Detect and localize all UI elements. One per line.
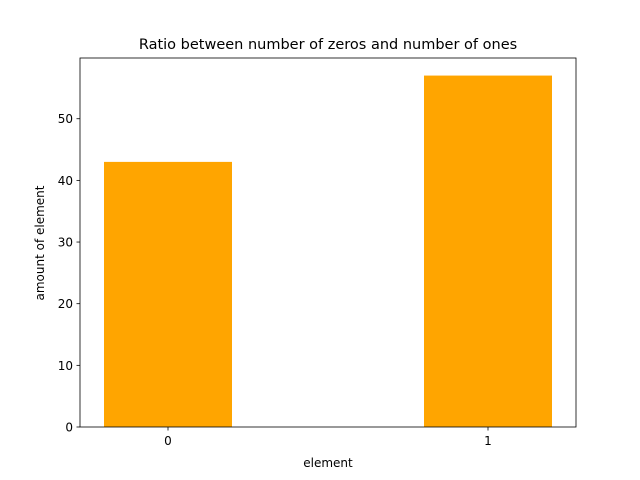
y-tick-label-40: 40 [58, 174, 73, 188]
y-axis-label: amount of element [33, 185, 47, 300]
bar-0 [104, 161, 232, 428]
chart-title: Ratio between number of zeros and number… [139, 37, 517, 53]
x-tick-label-1: 1 [484, 434, 492, 448]
y-tick-label-0: 0 [65, 421, 73, 435]
x-tick-label-0: 0 [164, 434, 172, 448]
y-tick-label-20: 20 [58, 297, 73, 311]
axes-frame [79, 57, 577, 428]
y-tick-label-10: 10 [58, 359, 73, 373]
y-tick-label-50: 50 [58, 112, 73, 126]
y-tick-label-30: 30 [58, 236, 73, 250]
x-axis-label: element [303, 456, 353, 470]
bar-1 [424, 75, 552, 428]
